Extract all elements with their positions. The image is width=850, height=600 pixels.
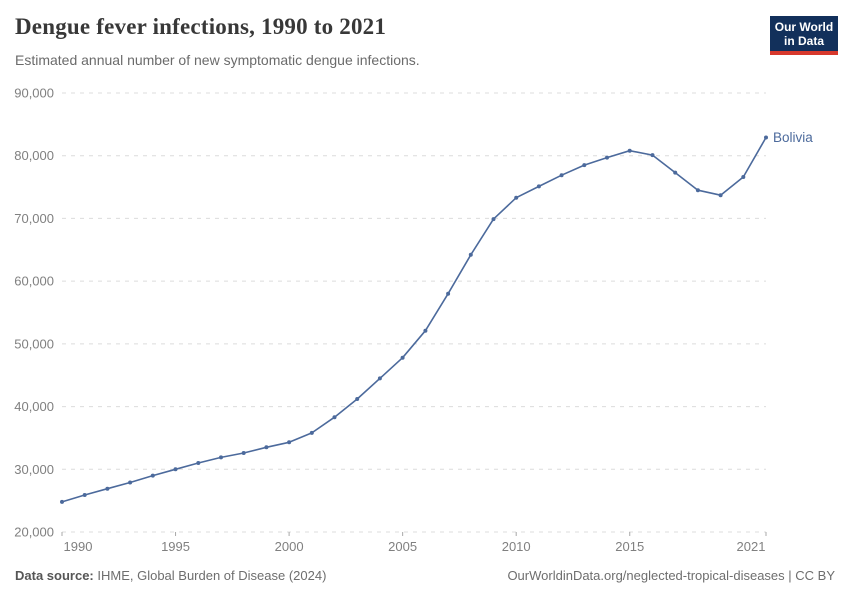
- x-axis-tick-label: 1995: [161, 539, 190, 554]
- data-point-marker: [491, 217, 496, 222]
- y-axis-tick-label: 70,000: [14, 211, 54, 226]
- y-axis-tick-label: 30,000: [14, 462, 54, 477]
- data-point-marker: [627, 148, 632, 153]
- data-point-marker: [514, 195, 519, 200]
- data-point-marker: [241, 451, 246, 455]
- x-axis-tick-label: 2000: [275, 539, 304, 554]
- data-point-marker: [150, 473, 155, 478]
- data-point-marker: [332, 415, 337, 420]
- owid-logo-line1: Our World: [774, 20, 834, 34]
- y-axis-tick-label: 80,000: [14, 148, 54, 163]
- data-point-marker: [219, 455, 223, 460]
- x-axis-tick-label: 1990: [64, 539, 93, 554]
- page-title: Dengue fever infections, 1990 to 2021: [15, 14, 387, 39]
- y-axis-tick-label: 50,000: [14, 336, 54, 351]
- y-axis-tick-label: 20,000: [14, 525, 54, 540]
- data-point-marker: [377, 376, 382, 381]
- data-point-marker: [423, 328, 428, 333]
- data-point-marker: [128, 480, 133, 485]
- data-source-label: Data source:: [15, 568, 94, 583]
- data-point-marker: [196, 461, 201, 465]
- data-point-marker: [605, 155, 609, 160]
- data-point-marker: [559, 173, 564, 178]
- data-point-marker: [582, 163, 587, 168]
- data-point-marker: [355, 397, 360, 401]
- data-point-marker: [82, 493, 87, 497]
- data-point-marker: [60, 499, 64, 504]
- data-point-marker: [718, 193, 723, 198]
- data-point-marker: [264, 445, 269, 450]
- line-series-bolivia: [61, 136, 767, 503]
- data-point-marker: [309, 430, 314, 435]
- y-axis-tick-label: 90,000: [14, 86, 54, 101]
- x-axis-tick-label: 2010: [502, 539, 531, 554]
- series-end-label[interactable]: Bolivia: [773, 130, 813, 145]
- attribution-link[interactable]: OurWorldinData.org/neglected-tropical-di…: [507, 568, 835, 583]
- data-point-marker: [173, 467, 178, 472]
- owid-logo-line2: in Data: [783, 34, 824, 48]
- y-axis-tick-label: 40,000: [14, 399, 54, 414]
- chart-footer: Data source: IHME, Global Burden of Dise…: [15, 568, 835, 583]
- data-source-note: Data source: IHME, Global Burden of Dise…: [15, 568, 326, 583]
- data-point-marker: [650, 153, 655, 158]
- data-point-marker: [764, 135, 768, 140]
- data-point-marker: [287, 440, 292, 445]
- data-point-marker: [446, 291, 451, 296]
- data-point-marker: [468, 252, 473, 257]
- data-point-marker: [695, 188, 700, 193]
- x-axis-tick-label: 2015: [615, 539, 644, 554]
- data-point-marker: [105, 486, 110, 491]
- data-point-marker: [673, 170, 678, 175]
- y-axis-tick-label: 60,000: [14, 274, 54, 289]
- data-point-marker: [741, 175, 746, 179]
- data-point-marker: [536, 184, 541, 189]
- x-axis-tick-label: 2005: [388, 539, 417, 554]
- chart-subtitle: Estimated annual number of new symptomat…: [15, 52, 420, 68]
- x-axis-tick-label: 2021: [737, 539, 766, 554]
- data-point-marker: [400, 355, 405, 360]
- data-source-value: IHME, Global Burden of Disease (2024): [93, 568, 327, 583]
- owid-logo[interactable]: Our World in Data: [770, 16, 838, 55]
